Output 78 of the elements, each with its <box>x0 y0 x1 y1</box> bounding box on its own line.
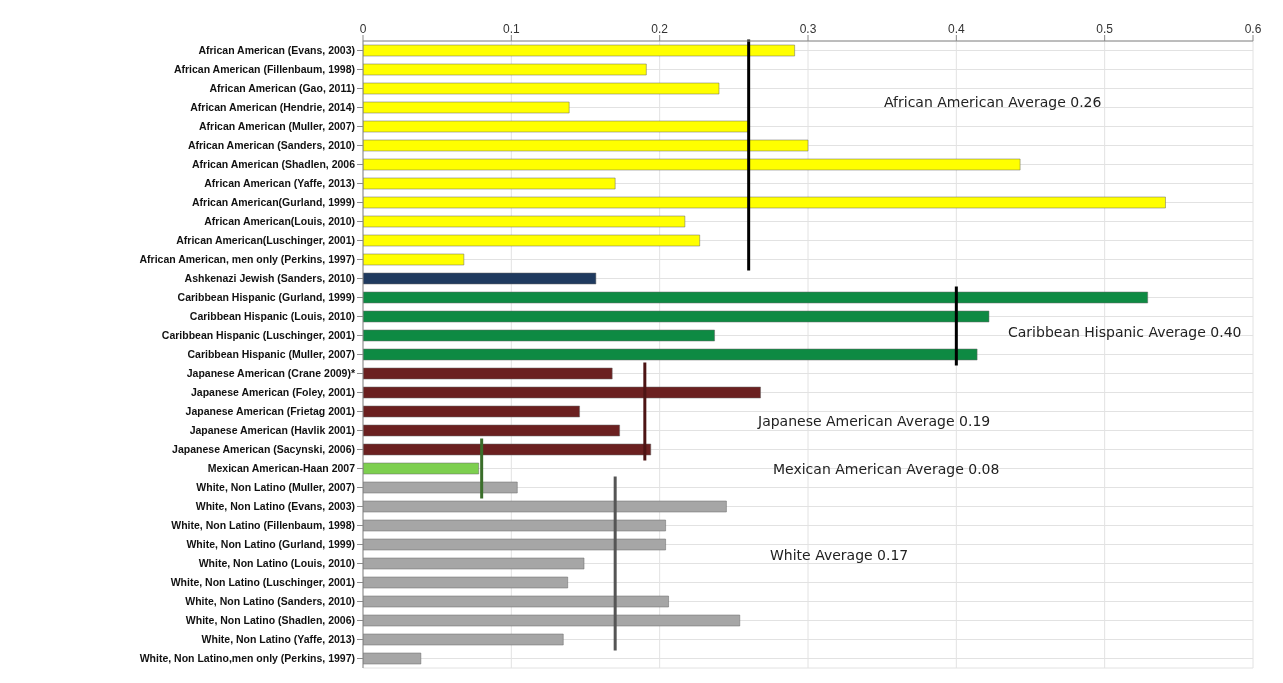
bar <box>363 234 700 247</box>
y-tick-label: Japanese American (Frietag 2001) <box>185 405 355 418</box>
y-tick-label: African American(Louis, 2010) <box>204 215 355 228</box>
bar <box>363 101 570 114</box>
x-tick-label: 0.3 <box>799 22 817 36</box>
bar <box>363 462 479 475</box>
bar <box>363 519 666 532</box>
y-tick-label: Japanese American (Crane 2009)* <box>186 367 356 380</box>
y-tick-label: White, Non Latino (Yaffe, 2013) <box>201 633 355 646</box>
bar <box>363 177 616 190</box>
x-tick-label: 0.4 <box>947 22 965 36</box>
bar <box>363 63 647 76</box>
y-tick-label: African American (Yaffe, 2013) <box>204 177 355 190</box>
y-tick-label: White, Non Latino (Luschinger, 2001) <box>170 576 355 589</box>
bar <box>363 44 795 57</box>
bar <box>363 405 580 418</box>
bar <box>363 272 597 285</box>
y-tick-label: Caribbean Hispanic (Gurland, 1999) <box>177 291 355 304</box>
y-tick-label: White, Non Latino (Louis, 2010) <box>198 557 355 570</box>
bar <box>363 310 990 323</box>
y-tick-label: Japanese American (Sacynski, 2006) <box>172 443 355 456</box>
bar <box>363 443 652 456</box>
y-tick-label: African American (Shadlen, 2006 <box>191 158 356 171</box>
y-tick-label: White, Non Latino (Fillenbaum, 1998) <box>171 519 355 532</box>
bar <box>363 500 727 513</box>
bar <box>363 215 686 228</box>
y-tick-label: African American (Muller, 2007) <box>198 120 355 133</box>
y-tick-label: White, Non Latino (Gurland, 1999) <box>186 538 355 551</box>
bar <box>363 196 1166 209</box>
y-tick-label: White, Non Latino (Muller, 2007) <box>196 481 355 494</box>
y-tick-label: Caribbean Hispanic (Muller, 2007) <box>187 348 355 361</box>
y-tick-label: Ashkenazi Jewish (Sanders, 2010) <box>184 272 355 285</box>
x-tick-label: 0.5 <box>1096 22 1114 36</box>
annotation: Japanese American Average 0.19 <box>758 413 991 429</box>
x-tick-label: 0.1 <box>502 22 520 36</box>
y-tick-label: White, Non Latino (Evans, 2003) <box>195 500 355 513</box>
x-tick-label: 0 <box>359 22 367 36</box>
bar <box>363 253 465 266</box>
bar <box>363 424 620 437</box>
y-tick-label: Caribbean Hispanic (Luschinger, 2001) <box>161 329 355 342</box>
annotation: Caribbean Hispanic Average 0.40 <box>1008 324 1242 340</box>
bar <box>363 348 978 361</box>
bar <box>363 386 761 399</box>
annotation: Mexican American Average 0.08 <box>773 461 1000 477</box>
y-tick-label: African American (Hendrie, 2014) <box>190 101 355 114</box>
bar <box>363 291 1148 304</box>
y-tick-label: Caribbean Hispanic (Louis, 2010) <box>189 310 355 323</box>
bar <box>363 614 741 627</box>
y-tick-label: White, Non Latino (Sanders, 2010) <box>185 595 355 608</box>
bar <box>363 82 720 95</box>
y-tick-label: African American, men only (Perkins, 1997) <box>139 253 355 266</box>
bar <box>363 576 568 589</box>
x-tick-label: 0.6 <box>1244 22 1262 36</box>
y-tick-label: White, Non Latino (Shadlen, 2006) <box>185 614 355 627</box>
y-tick-label: African American (Gao, 2011) <box>209 82 355 95</box>
bar <box>363 652 422 665</box>
y-tick-label: Japanese American (Havlik 2001) <box>189 424 355 437</box>
bar <box>363 139 809 152</box>
y-tick-label: White, Non Latino,men only (Perkins, 1997) <box>139 652 355 665</box>
bar <box>363 329 715 342</box>
y-tick-label: Mexican American-Haan 2007 <box>207 462 356 475</box>
bar <box>363 367 613 380</box>
y-tick-label: African American (Evans, 2003) <box>198 44 355 57</box>
bar <box>363 557 585 570</box>
y-tick-label: African American (Sanders, 2010) <box>187 139 355 152</box>
y-tick-label: African American(Luschinger, 2001) <box>176 234 355 247</box>
y-tick-label: African American(Gurland, 1999) <box>192 196 355 209</box>
bar <box>363 120 749 133</box>
bar <box>363 595 669 608</box>
x-tick-label: 0.2 <box>651 22 669 36</box>
annotation: African American Average 0.26 <box>884 94 1102 110</box>
bar <box>363 633 564 646</box>
y-tick-label: Japanese American (Foley, 2001) <box>191 386 355 399</box>
y-tick-label: African American (Fillenbaum, 1998) <box>173 63 355 76</box>
bar <box>363 538 666 551</box>
annotation: White Average 0.17 <box>770 547 909 563</box>
bar <box>363 158 1021 171</box>
bar <box>363 481 518 494</box>
